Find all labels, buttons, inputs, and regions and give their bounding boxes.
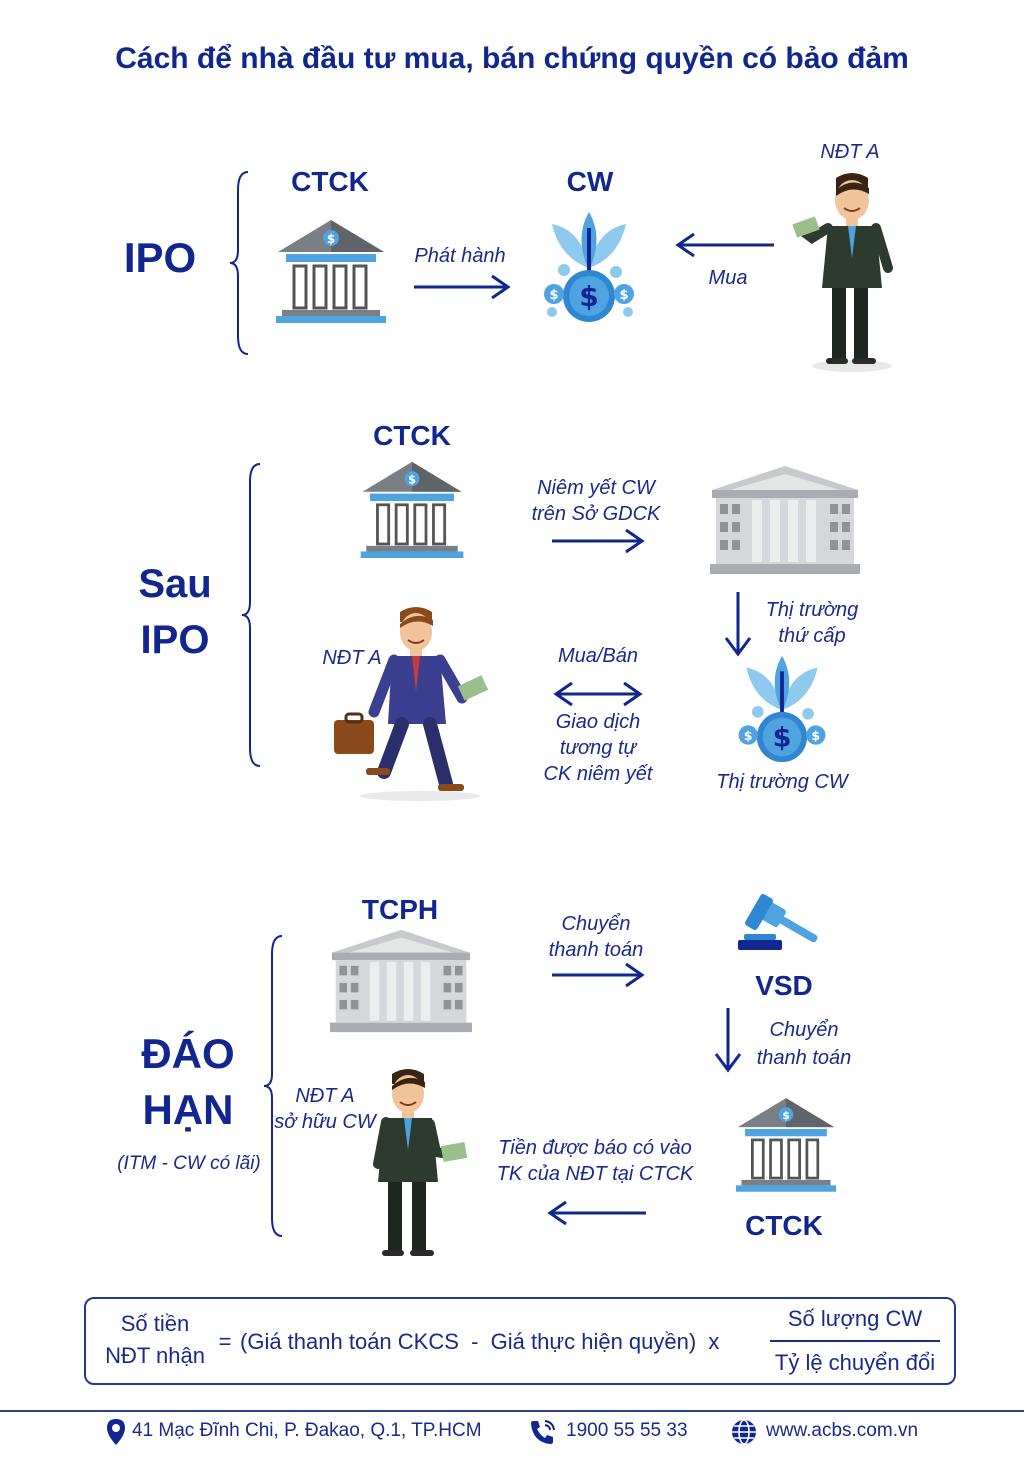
footer-website[interactable]: www.acbs.com.vn (766, 1420, 919, 1441)
transfer2-label-line1: Chuyển (769, 1019, 839, 1041)
buysell-label: Mua/Bán (557, 645, 639, 667)
ipo-investor-icon (792, 173, 893, 372)
listing-label-line1: Niêm yết CW (537, 477, 655, 499)
post-ipo-investor-label: NĐT A (322, 647, 382, 669)
trade-label-line2: tương tự (559, 737, 637, 759)
svg-text:$: $ (744, 728, 753, 743)
svg-text:$: $ (408, 473, 416, 486)
svg-text:$: $ (579, 280, 598, 313)
post-ipo-brace (241, 463, 261, 767)
transfer1-label-line1: Chuyển (561, 913, 631, 935)
post-ipo-ctck-label: CTCK (373, 420, 451, 451)
vsd-label: VSD (755, 970, 813, 1001)
ipo-issue-arrow (414, 274, 511, 300)
walking-investor-icon (334, 607, 489, 801)
secondary-label-line1: Thị trường (765, 599, 859, 621)
maturity-brace (263, 935, 283, 1237)
formula-middle: (Giá thanh toán CKCS - Giá thực hiện quy… (240, 1329, 720, 1354)
ipo-cw-label: CW (566, 166, 614, 197)
tcph-label: TCPH (361, 894, 439, 925)
gavel-icon (738, 894, 818, 950)
ipo-bank-icon: $ (276, 220, 386, 323)
svg-text:$: $ (619, 288, 628, 303)
buysell-double-arrow (553, 681, 643, 707)
post-ipo-cw-plant-icon: $ $ $ (738, 655, 826, 763)
post-ipo-section-line1: Sau (138, 562, 212, 606)
ipo-cw-plant-icon: $ $ $ (544, 212, 634, 322)
credit-arrow (547, 1200, 646, 1226)
formula-lhs-line2: NĐT nhận (105, 1343, 205, 1368)
trade-label-line1: Giao dịch (555, 711, 641, 733)
ipo-ctck-label: CTCK (291, 166, 369, 197)
formula-fraction-bar (770, 1340, 940, 1342)
formula-numerator: Số lượng CW (787, 1306, 923, 1331)
svg-text:$: $ (782, 1109, 790, 1122)
maturity-section-line1: ĐÁO (141, 1030, 235, 1077)
ipo-buy-label: Mua (708, 267, 748, 289)
trade-label-line3: CK niêm yết (543, 763, 653, 785)
globe-icon (732, 1419, 756, 1445)
formula-equals: = (218, 1329, 232, 1354)
maturity-note: (ITM - CW có lãi) (117, 1153, 261, 1174)
transfer2-arrow (714, 1008, 742, 1073)
credit-label-line1: Tiền được báo có vào (498, 1137, 692, 1159)
stock-exchange-building-icon (710, 466, 860, 574)
ipo-buy-arrow (675, 232, 774, 258)
listing-arrow (552, 528, 645, 554)
footer-divider (0, 1410, 1024, 1412)
issuer-building-icon (330, 929, 472, 1033)
post-ipo-bank-icon: $ (360, 461, 464, 558)
page-title: Cách để nhà đầu tư mua, bán chứng quyền … (115, 42, 909, 75)
ipo-brace (229, 171, 249, 355)
formula-denominator: Tỷ lệ chuyển đổi (774, 1350, 936, 1375)
secondary-label-line2: thứ cấp (778, 625, 846, 647)
maturity-bank-icon: $ (736, 1098, 836, 1192)
maturity-investor-icon (373, 1069, 468, 1256)
credit-label-line2: TK của NĐT tại CTCK (496, 1163, 694, 1185)
location-pin-icon (107, 1419, 125, 1445)
svg-text:$: $ (811, 728, 820, 743)
secondary-market-arrow (724, 592, 752, 657)
listing-label-line2: trên Sở GDCK (531, 503, 661, 525)
maturity-section-line2: HẠN (142, 1086, 234, 1133)
ipo-section-label: IPO (123, 234, 197, 281)
phone-icon (531, 1420, 555, 1444)
transfer2-label-line2: thanh toán (756, 1047, 852, 1069)
maturity-investor-line2: sở hữu CW (274, 1111, 376, 1133)
maturity-ctck-label: CTCK (745, 1210, 823, 1241)
svg-text:$: $ (327, 232, 335, 246)
svg-text:$: $ (549, 288, 558, 303)
footer-address: 41 Mạc Đĩnh Chi, P. Đakao, Q.1, TP.HCM (132, 1420, 482, 1441)
formula-lhs-line1: Số tiền (120, 1311, 190, 1336)
cw-market-label: Thị trường CW (716, 771, 848, 793)
transfer1-label-line2: thanh toán (548, 939, 644, 961)
ipo-issue-label: Phát hành (414, 245, 506, 267)
transfer1-arrow (552, 962, 645, 988)
post-ipo-section-line2: IPO (140, 618, 210, 662)
footer-phone: 1900 55 55 33 (566, 1420, 688, 1441)
ipo-investor-label: NĐT A (820, 141, 880, 163)
maturity-investor-line1: NĐT A (295, 1085, 355, 1107)
svg-text:$: $ (773, 723, 792, 754)
payout-formula-box (84, 1297, 956, 1385)
